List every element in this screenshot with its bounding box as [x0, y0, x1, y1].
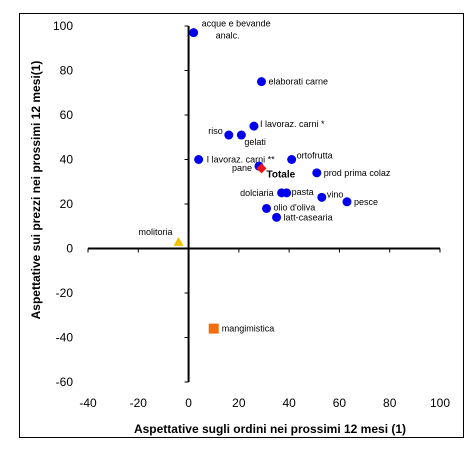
point-label-ortofrutta: ortofrutta — [297, 151, 333, 161]
y-tick-label: 0 — [66, 242, 73, 256]
y-tick-label: -20 — [56, 286, 74, 300]
point-label-i-lavoraz-carni: I lavoraz. carni ** — [207, 155, 276, 165]
y-tick-label: -60 — [56, 375, 74, 389]
point-riso — [224, 130, 234, 140]
point-pesce — [342, 197, 352, 207]
zero-axes — [87, 25, 441, 383]
point-prod-prima-colaz — [312, 168, 322, 178]
x-tick-label: 80 — [383, 396, 397, 410]
point-label-mangimistica: mangimistica — [222, 324, 275, 334]
x-tick-label: 40 — [282, 396, 296, 410]
point-molitoria — [173, 236, 184, 246]
point-label-prod-prima-colaz: prod prima colaz — [324, 168, 391, 178]
y-tick-labels: 100 80 60 40 20 0 -20 -40 -60 — [53, 19, 73, 389]
point-mangimistica — [208, 323, 219, 334]
point-i-lavoraz-carni — [249, 121, 259, 131]
x-tick-label: -20 — [130, 396, 148, 410]
point-label-olio-d-oliva: olio d'oliva — [274, 202, 316, 212]
point-label-acque-e-bevande-analc: analc. — [216, 31, 240, 41]
point-label-gelati: gelati — [244, 137, 266, 147]
point-gelati — [236, 130, 246, 140]
point-i-lavoraz-carni — [194, 155, 204, 164]
y-tick-label: 60 — [60, 108, 74, 122]
y-axis-title: Aspettative sui prezzi nei prossimi 12 m… — [29, 61, 43, 320]
chart-border — [19, 13, 464, 438]
x-tick-label: 0 — [185, 396, 192, 410]
point-label-pesce: pesce — [354, 197, 378, 207]
x-tick-label: 60 — [333, 396, 347, 410]
point-olio-d-oliva — [262, 203, 272, 213]
point-label-riso: riso — [208, 126, 223, 136]
point-totale — [256, 163, 267, 174]
x-tick-label: 100 — [430, 396, 450, 410]
point-label-elaborati-carne: elaborati carne — [268, 77, 328, 87]
point-label-latt-casearia: latt-casearia — [284, 212, 333, 222]
x-tick-labels: -40 -20 0 20 40 60 80 100 — [79, 396, 450, 410]
point-elaborati-carne — [256, 77, 266, 87]
point-label-molitoria: molitoria — [138, 227, 172, 237]
point-label-pane: pane — [232, 163, 252, 173]
point-label-pasta: pasta — [292, 187, 314, 197]
y-tick-label: 80 — [60, 64, 74, 78]
data-points: acque e bevande analc. elaborati carne I la… — [138, 19, 391, 334]
point-pasta — [282, 188, 292, 198]
x-axis-title: Aspettative sugli ordini nei prossimi 12… — [134, 422, 406, 436]
point-vino — [317, 192, 327, 202]
point-label-acque-e-bevande-analc: acque e bevande — [202, 19, 271, 29]
x-tick-label: -40 — [79, 396, 97, 410]
y-tick-label: 100 — [53, 19, 73, 33]
point-label-dolciaria: dolciaria — [240, 188, 274, 198]
point-latt-casearia — [272, 212, 282, 222]
point-label-vino: vino — [327, 189, 344, 199]
y-tick-label: 40 — [60, 153, 74, 167]
point-ortofrutta — [287, 155, 297, 164]
x-tick-label: 20 — [232, 396, 246, 410]
point-label-i-lavoraz-carni: I lavoraz. carni * — [260, 119, 325, 129]
y-tick-label: 20 — [60, 197, 74, 211]
y-tick-label: -40 — [56, 331, 74, 345]
point-label-totale: Totale — [266, 169, 295, 180]
point-acque-e-bevande-analc — [189, 28, 199, 38]
